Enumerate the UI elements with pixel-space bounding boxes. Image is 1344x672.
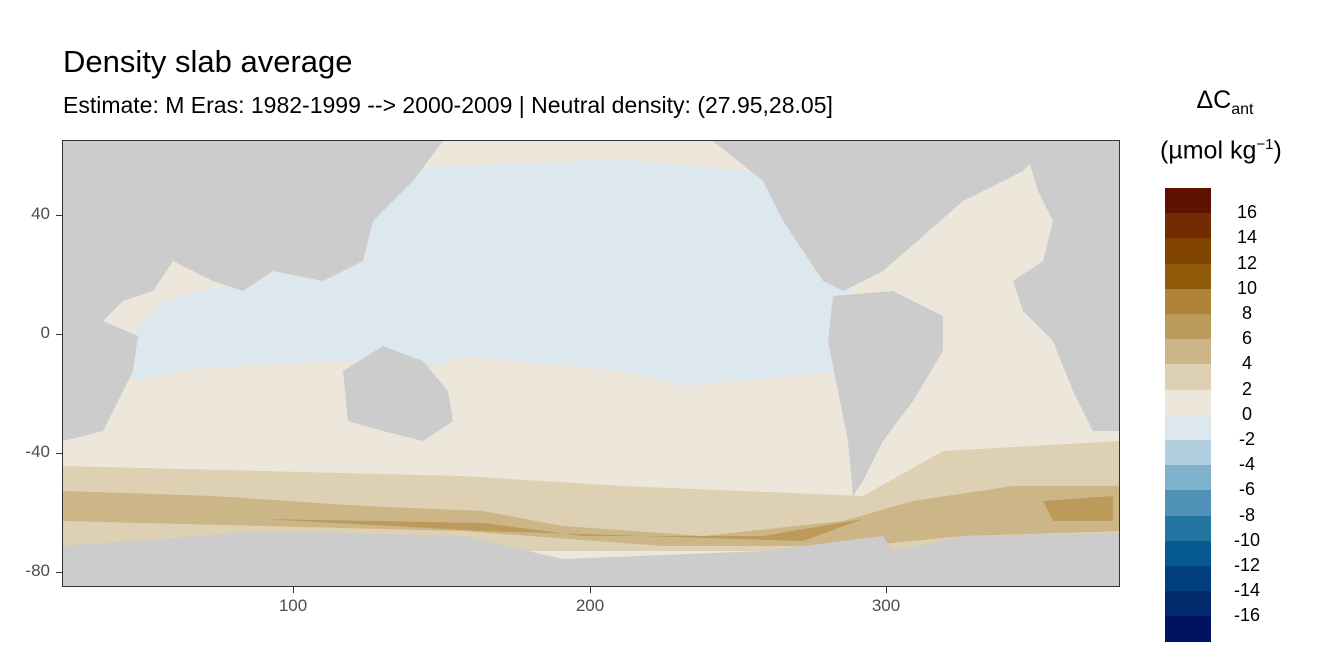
legend-label: 12	[1236, 252, 1258, 273]
chart-title: Density slab average	[63, 44, 353, 79]
y-tick-label: -80	[25, 561, 50, 580]
x-tick	[590, 587, 591, 593]
land-asia	[63, 141, 443, 341]
map-panel	[62, 140, 1120, 587]
y-tick-label: -40	[25, 442, 50, 461]
y-tick-label: 40	[31, 204, 50, 223]
legend-label: 2	[1241, 378, 1252, 399]
legend-unit-sup: −1	[1256, 136, 1274, 153]
legend-label: -2	[1238, 429, 1255, 449]
legend-label: 4	[1241, 353, 1252, 374]
legend-label: 8	[1241, 303, 1252, 323]
legend-bin	[1165, 364, 1211, 391]
land-europe-africa-east	[1013, 141, 1119, 431]
legend-bin	[1165, 540, 1211, 567]
x-tick-label: 300	[871, 596, 901, 615]
legend-label: 10	[1236, 277, 1258, 298]
legend-label: -14	[1233, 580, 1260, 601]
y-tick	[56, 215, 62, 216]
land-south-america	[828, 291, 943, 496]
legend-bin	[1165, 515, 1211, 542]
legend-label: 0	[1241, 403, 1252, 424]
y-tick	[56, 334, 62, 335]
legend-bin	[1165, 288, 1211, 315]
x-tick-label: 100	[278, 596, 308, 615]
legend-bin	[1165, 566, 1211, 592]
legend-bin	[1165, 616, 1211, 643]
legend-label: 16	[1236, 202, 1258, 223]
land-africa-west	[63, 321, 138, 441]
legend-bin	[1165, 339, 1211, 365]
legend-bin	[1165, 440, 1211, 466]
land-antarctica	[63, 531, 1119, 586]
ocean-band-4-6	[63, 486, 1119, 546]
legend-label: -4	[1238, 454, 1255, 475]
land-australia	[343, 346, 453, 441]
x-tick-label: 200	[575, 596, 605, 615]
land-north-america	[713, 141, 1053, 291]
legend-bin	[1165, 314, 1211, 340]
legend-bin	[1165, 188, 1211, 214]
x-tick	[886, 587, 887, 593]
y-tick-label: 0	[40, 323, 50, 342]
x-tick	[293, 587, 294, 593]
legend-bin	[1165, 389, 1211, 416]
map-svg	[63, 141, 1119, 586]
legend-label: -12	[1233, 555, 1260, 575]
legend-unit-close: )	[1273, 136, 1282, 165]
legend-label: -8	[1238, 504, 1255, 525]
ocean-region-negative	[123, 159, 853, 386]
legend-bin	[1165, 490, 1211, 517]
legend-bin	[1165, 238, 1211, 265]
legend-unit-text: (µmol kg	[1160, 136, 1257, 165]
legend-title: ΔCant	[1170, 86, 1280, 119]
legend-label: -6	[1238, 479, 1255, 500]
y-tick	[56, 453, 62, 454]
land	[63, 141, 1119, 586]
legend-bin	[1165, 263, 1211, 290]
legend-bin	[1165, 465, 1211, 491]
y-tick	[56, 572, 62, 573]
legend-bin	[1165, 591, 1211, 617]
ocean-band-6-8	[263, 496, 1113, 541]
legend-label: -10	[1233, 529, 1260, 550]
legend-title-main: ΔC	[1196, 86, 1232, 114]
chart-subtitle: Estimate: M Eras: 1982-1999 --> 2000-200…	[63, 92, 833, 118]
legend-label: 14	[1236, 227, 1258, 248]
legend-bin	[1165, 414, 1211, 441]
legend-bin	[1165, 213, 1211, 239]
legend-title-sub: ant	[1231, 101, 1254, 118]
legend-label: 6	[1241, 328, 1252, 349]
legend-label: -16	[1233, 605, 1260, 626]
legend-unit: (µmol kg−1)	[1160, 136, 1320, 165]
